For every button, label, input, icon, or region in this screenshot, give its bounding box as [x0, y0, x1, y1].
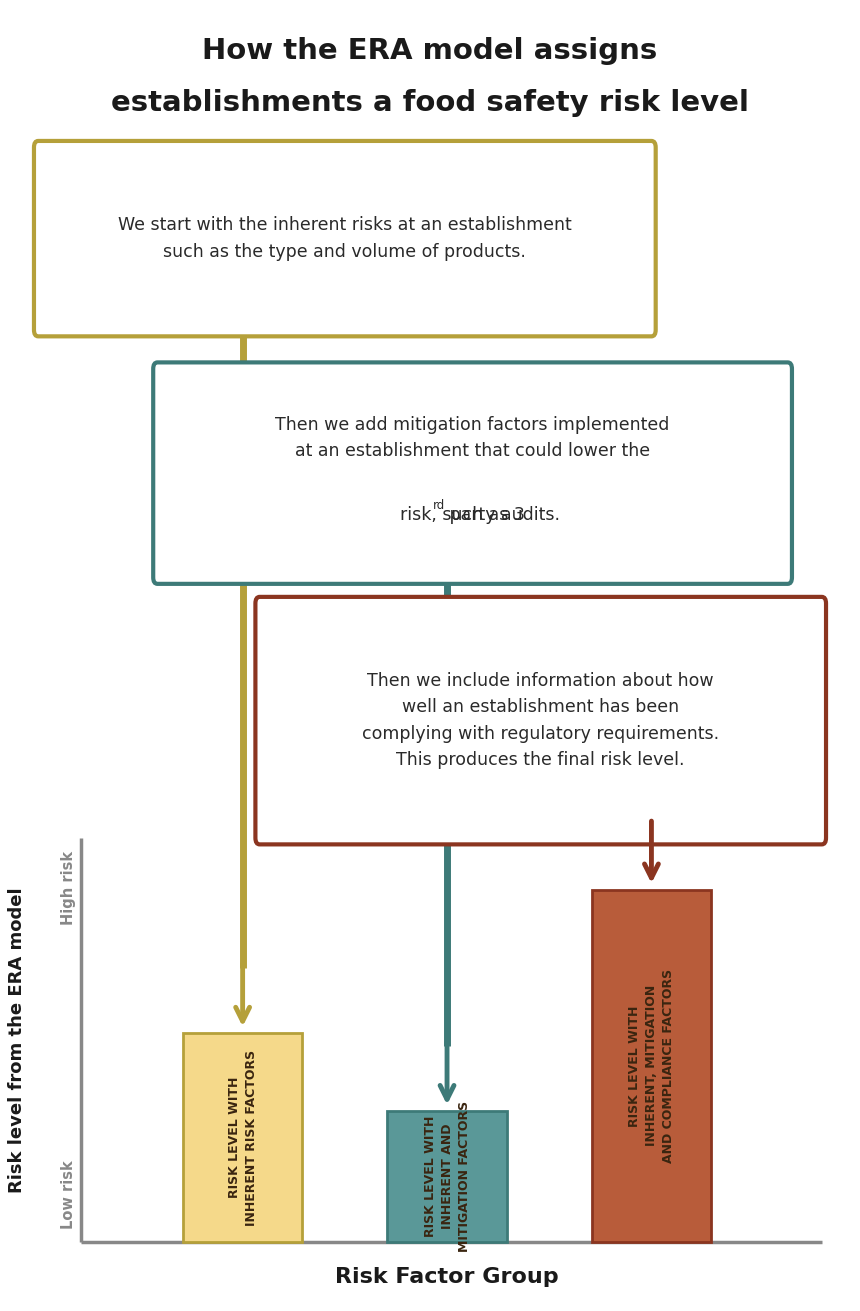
Text: establishments a food safety risk level: establishments a food safety risk level	[111, 89, 749, 117]
Text: We start with the inherent risks at an establishment
such as the type and volume: We start with the inherent risks at an e…	[118, 216, 572, 261]
Text: RISK LEVEL WITH
INHERENT, MITIGATION
AND COMPLIANCE FACTORS: RISK LEVEL WITH INHERENT, MITIGATION AND…	[628, 969, 675, 1163]
FancyBboxPatch shape	[34, 142, 655, 337]
FancyBboxPatch shape	[387, 1112, 507, 1242]
Text: rd: rd	[433, 499, 445, 513]
FancyBboxPatch shape	[153, 362, 792, 583]
Text: Risk level from the ERA model: Risk level from the ERA model	[8, 888, 26, 1193]
Text: party audits.: party audits.	[445, 506, 561, 524]
Text: Then we include information about how
well an establishment has been
complying w: Then we include information about how we…	[362, 673, 719, 770]
Text: Low risk: Low risk	[60, 1160, 76, 1228]
FancyBboxPatch shape	[183, 1033, 302, 1242]
Text: Then we add mitigation factors implemented
at an establishment that could lower : Then we add mitigation factors implement…	[275, 416, 670, 460]
Text: How the ERA model assigns: How the ERA model assigns	[202, 37, 658, 64]
Text: Risk Factor Group: Risk Factor Group	[335, 1268, 559, 1287]
Text: High risk: High risk	[60, 851, 76, 926]
Text: risk, such as 3: risk, such as 3	[400, 506, 525, 524]
FancyBboxPatch shape	[592, 890, 711, 1242]
Text: RISK LEVEL WITH
INHERENT RISK FACTORS: RISK LEVEL WITH INHERENT RISK FACTORS	[228, 1049, 258, 1226]
Text: RISK LEVEL WITH
INHERENT AND
MITIGATION FACTORS: RISK LEVEL WITH INHERENT AND MITIGATION …	[423, 1101, 470, 1252]
FancyBboxPatch shape	[255, 597, 826, 844]
